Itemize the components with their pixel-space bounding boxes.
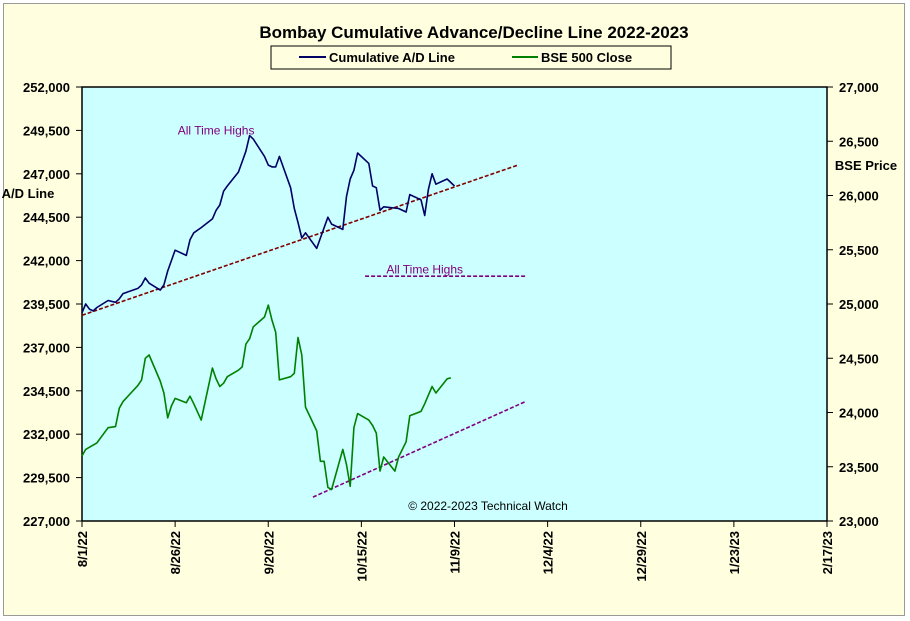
left-tick-label: 249,500 — [23, 123, 70, 138]
right-tick-label: 26,000 — [839, 189, 879, 204]
right-tick-label: 23,500 — [839, 460, 879, 475]
left-axis-label: A/D Line — [2, 186, 55, 201]
right-axis: 27,000 26,500 26,000 25,500 25,000 24,500 24,0… — [827, 80, 879, 529]
left-tick-label: 229,500 — [23, 471, 70, 486]
right-tick-label: 23,000 — [839, 514, 879, 529]
legend-box — [270, 45, 672, 70]
right-axis-label: BSE Price — [835, 158, 897, 173]
left-tick-label: 244,500 — [23, 210, 70, 225]
series-layer — [81, 134, 456, 491]
plot-area — [81, 86, 828, 522]
x-tick-label: 8/1/22 — [75, 531, 90, 567]
right-tick-label: 25,000 — [839, 297, 879, 312]
x-tick-label: 10/15/22 — [354, 531, 369, 582]
x-axis: 8/1/22 8/26/22 9/20/22 10/15/22 11/9/22 12/4/… — [75, 521, 835, 582]
left-tick-label: 252,000 — [23, 80, 70, 95]
x-tick-label: 12/4/22 — [541, 531, 556, 574]
legend-label-bse: BSE 500 Close — [541, 50, 632, 65]
annotation-all-time-highs-bse: All Time Highs — [386, 262, 463, 276]
legend: Cumulative A/D Line BSE 500 Close — [270, 45, 672, 70]
left-tick-label: 247,000 — [23, 167, 70, 182]
right-tick-label: 25,500 — [839, 243, 879, 258]
x-tick-label: 9/20/22 — [261, 531, 276, 574]
copyright-text: © 2022-2023 Technical Watch — [408, 499, 568, 513]
annotation-all-time-highs-ad: All Time Highs — [178, 123, 255, 137]
left-tick-label: 242,000 — [23, 254, 70, 269]
x-tick-label: 12/29/22 — [634, 531, 649, 582]
trend-line-2 — [312, 400, 526, 498]
left-axis: 252,000 249,500 247,000 244,500 242,000 239,5… — [23, 80, 82, 529]
left-tick-label: 234,500 — [23, 384, 70, 399]
series-line-bse-500-close — [81, 304, 452, 491]
x-tick-label: 1/23/23 — [727, 531, 742, 574]
x-tick-label: 8/26/22 — [168, 531, 183, 574]
left-tick-label: 227,000 — [23, 514, 70, 529]
right-tick-label: 24,000 — [839, 406, 879, 421]
series-line-cumulative-a-d-line — [81, 134, 456, 314]
trend-lines — [81, 164, 526, 498]
trend-line-1 — [81, 164, 519, 317]
left-tick-label: 232,000 — [23, 427, 70, 442]
left-tick-label: 239,500 — [23, 297, 70, 312]
right-tick-label: 26,500 — [839, 134, 879, 149]
chart-title: Bombay Cumulative Advance/Decline Line 2… — [259, 23, 688, 42]
left-tick-label: 237,000 — [23, 340, 70, 355]
x-tick-label: 2/17/23 — [820, 531, 835, 574]
legend-label-ad: Cumulative A/D Line — [329, 50, 455, 65]
right-tick-label: 24,500 — [839, 351, 879, 366]
x-tick-label: 11/9/22 — [448, 531, 463, 574]
right-tick-label: 27,000 — [839, 80, 879, 95]
